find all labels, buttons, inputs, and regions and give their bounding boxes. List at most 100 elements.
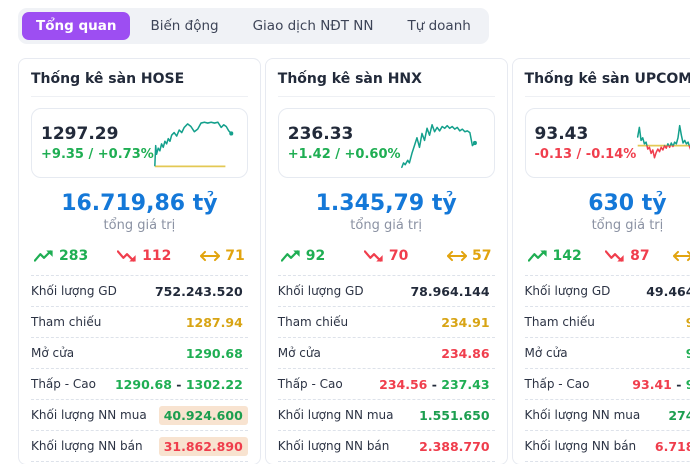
row-label: Mở cửa (524, 346, 568, 360)
trending-down-icon (363, 250, 383, 262)
unchanged-count: 57 (472, 248, 492, 264)
row-value: 1.551.650 (419, 407, 490, 423)
table-row: Tham chiếu 1287.94 (31, 307, 248, 338)
left-right-arrow-icon (200, 250, 221, 262)
row-label: Khối lượng NN mua (31, 408, 147, 422)
total-value: 1.345,79 tỷ (315, 191, 457, 216)
trending-up-icon (527, 250, 547, 262)
tab-tong-quan[interactable]: Tổng quan (22, 12, 131, 40)
decliners-count: 70 (388, 248, 409, 264)
card-hose: Thống kê sàn HOSE 1297.29 +9.35 / +0.73%… (18, 58, 261, 464)
row-label: Khối lượng NN bán (524, 439, 637, 453)
advancers-count: 283 (59, 248, 89, 264)
row-value: 234.56 - 237.43 (379, 376, 490, 392)
row-value: 752.243.520 (154, 283, 243, 299)
total-value-block: 1.345,79 tỷ tổng giá trị (278, 191, 495, 233)
unchanged-stat: 57 (447, 248, 492, 264)
row-label: Thấp - Cao (524, 377, 590, 391)
table-row: Thấp - Cao 234.56 - 237.43 (277, 369, 495, 400)
row-value: 78.964.144 (410, 283, 490, 299)
row-value: 93.56 (681, 313, 690, 332)
row-label: Mở cửa (277, 346, 321, 360)
advancers-count: 142 (552, 248, 582, 264)
row-value: 234.86 (441, 345, 490, 361)
row-label: Thấp - Cao (31, 377, 96, 391)
index-values: 1297.29 +9.35 / +0.73% (41, 124, 154, 162)
table-row: Khối lượng NN bán 2.388.770 (277, 431, 495, 462)
exchange-cards: Thống kê sàn HOSE 1297.29 +9.35 / +0.73%… (18, 58, 690, 464)
total-value-label: tổng giá trị (350, 218, 422, 233)
advancers-decliners-row: 92 70 57 (278, 248, 495, 264)
total-value: 16.719,86 tỷ (61, 191, 218, 216)
row-value: 2.388.770 (419, 438, 490, 454)
total-value-block: 630 tỷ tổng giá trị (525, 191, 690, 233)
tab-bien-dong[interactable]: Biến động (150, 18, 219, 34)
table-row: Khối lượng GD 752.243.520 (31, 276, 248, 307)
trending-down-icon (605, 250, 624, 262)
table-row: Thấp - Cao 93.41 - 93.76 (524, 369, 690, 400)
advancers-count: 92 (305, 248, 326, 264)
left-right-arrow-icon (447, 250, 468, 262)
row-label: Khối lượng NN bán (31, 439, 143, 453)
decliners-stat: 70 (363, 248, 409, 264)
row-value: 49.464.860 (646, 283, 690, 299)
row-value: 234.91 (441, 314, 490, 330)
row-label: Mở cửa (31, 346, 75, 360)
index-change: -0.13 / -0.14% (534, 147, 637, 162)
row-label: Khối lượng NN bán (277, 439, 390, 453)
row-value: 40.924.600 (158, 405, 248, 425)
sparkline-chart-hnx (400, 124, 477, 169)
trending-down-icon (117, 250, 136, 262)
index-value: 93.43 (534, 124, 589, 144)
row-value: 1287.94 (185, 314, 243, 330)
index-value: 1297.29 (41, 124, 119, 144)
index-value: 236.33 (287, 124, 354, 144)
advancers-decliners-row: 142 87 120 (525, 248, 690, 264)
total-value-block: 16.719,86 tỷ tổng giá trị (31, 191, 248, 233)
card-title: Thống kê sàn HOSE (31, 71, 248, 97)
index-change: +9.35 / +0.73% (41, 147, 154, 162)
unchanged-stat: 120 (673, 248, 690, 264)
stats-table: Khối lượng GD 752.243.520 Tham chiếu 128… (31, 275, 248, 462)
row-label: Khối lượng NN mua (524, 408, 641, 422)
row-value: 274.200 (668, 407, 690, 423)
table-row: Mở cửa 1290.68 (31, 338, 248, 369)
table-row: Khối lượng NN bán 6.718.970 (524, 431, 690, 462)
card-hnx: Thống kê sàn HNX 236.33 +1.42 / +0.60% 1… (264, 58, 508, 464)
row-value: 6.718.970 (654, 438, 690, 454)
index-price-box: 1297.29 +9.35 / +0.73% (31, 108, 248, 178)
table-row: Tham chiếu 93.56 (524, 307, 690, 338)
trending-up-icon (34, 250, 53, 262)
card-title: Thống kê sàn UPCOM (524, 71, 690, 97)
index-price-box: 93.43 -0.13 / -0.14% (524, 108, 690, 178)
unchanged-stat: 71 (200, 248, 245, 264)
trending-up-icon (280, 250, 300, 262)
table-row: Mở cửa 93.57 (524, 338, 690, 369)
total-value: 630 tỷ (588, 191, 667, 216)
card-upcom: Thống kê sàn UPCOM 93.43 -0.13 / -0.14% … (511, 58, 690, 464)
advancers-decliners-row: 283 112 71 (31, 248, 248, 264)
table-row: Khối lượng GD 49.464.860 (524, 276, 690, 307)
table-row: Mở cửa 234.86 (277, 338, 495, 369)
row-label: Tham chiếu (277, 315, 349, 329)
row-value: 1290.68 (185, 345, 243, 361)
advancers-stat: 92 (280, 248, 326, 264)
tab-giao-dich-ndt-nn[interactable]: Giao dịch NĐT NN (252, 18, 374, 34)
row-label: Tham chiếu (31, 315, 102, 329)
unchanged-count: 71 (225, 248, 245, 264)
tab-tu-doanh[interactable]: Tự doanh (407, 18, 471, 34)
row-value: 93.41 - 93.76 (632, 376, 690, 392)
row-label: Thấp - Cao (277, 377, 343, 391)
index-change: +1.42 / +0.60% (287, 147, 401, 162)
total-value-label: tổng giá trị (103, 218, 176, 233)
decliners-count: 87 (630, 248, 650, 264)
row-value: 1290.68 - 1302.22 (114, 376, 243, 392)
total-value-label: tổng giá trị (591, 218, 664, 233)
sparkline-chart-hose (153, 121, 234, 168)
table-row: Khối lượng NN mua 40.924.600 (31, 400, 248, 431)
sparkline-chart-upcom (637, 124, 690, 159)
table-row: Khối lượng NN bán 31.862.890 (31, 431, 248, 462)
table-row: Khối lượng NN mua 1.551.650 (277, 400, 495, 431)
card-title: Thống kê sàn HNX (277, 71, 495, 97)
